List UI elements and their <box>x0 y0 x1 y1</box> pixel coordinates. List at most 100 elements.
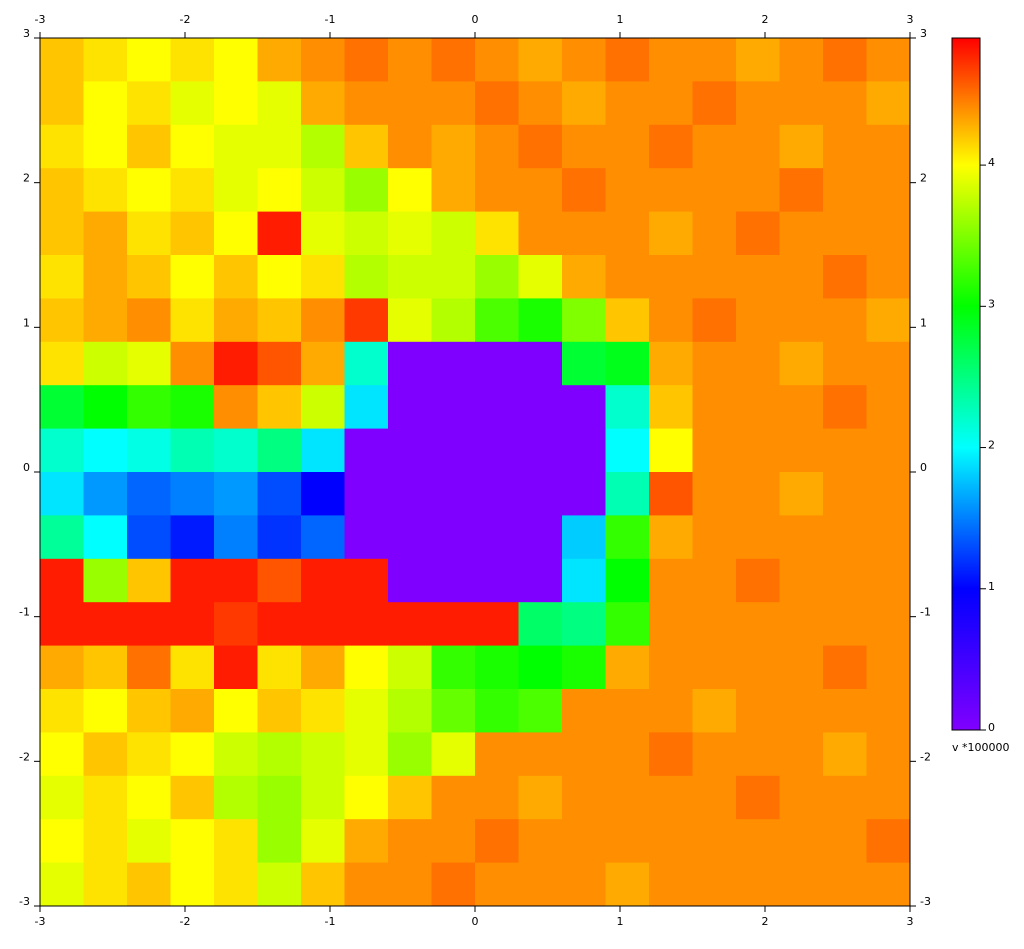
heatmap-cell <box>170 515 215 560</box>
heatmap-cell <box>866 385 911 430</box>
heatmap-cell <box>83 38 128 82</box>
heatmap-cell <box>823 775 867 820</box>
heatmap-cell <box>388 255 432 299</box>
heatmap-cell <box>692 255 737 299</box>
heatmap-cell <box>214 168 258 213</box>
heatmap-cell <box>431 515 476 560</box>
heatmap-cell <box>475 255 519 299</box>
heatmap-cell <box>170 472 215 516</box>
heatmap-cell <box>649 862 693 907</box>
heatmap-cell <box>866 428 911 473</box>
heatmap-cell <box>83 819 128 864</box>
y-tick-label: 0 <box>920 461 927 474</box>
heatmap-cell <box>127 472 171 516</box>
heatmap-cell <box>518 732 563 777</box>
heatmap-cell <box>779 558 824 603</box>
heatmap-cell <box>562 341 606 386</box>
heatmap-cell <box>605 558 650 603</box>
heatmap-cell <box>736 515 780 560</box>
heatmap-cell <box>779 385 824 430</box>
heatmap-cell <box>649 81 693 126</box>
colorbar-label: v *100000 <box>952 741 1010 754</box>
colorbar-tick-label: 2 <box>988 439 995 452</box>
heatmap-cell <box>562 428 606 473</box>
heatmap-cell <box>649 255 693 299</box>
heatmap-cell <box>779 255 824 299</box>
heatmap-cell <box>736 645 780 690</box>
heatmap-cell <box>605 211 650 256</box>
heatmap-cell <box>257 645 302 690</box>
heatmap-cell <box>388 211 432 256</box>
heatmap-cell <box>127 689 171 733</box>
heatmap-cell <box>301 515 345 560</box>
heatmap-cell <box>518 862 563 907</box>
heatmap-cell <box>214 862 258 907</box>
heatmap-cell <box>431 558 476 603</box>
heatmap-cell <box>301 602 345 647</box>
heatmap-cell <box>823 602 867 647</box>
heatmap-cell <box>257 385 302 430</box>
heatmap-cell <box>866 124 911 169</box>
heatmap-cell <box>344 385 389 430</box>
heatmap-cell <box>649 819 693 864</box>
heatmap-cell <box>779 732 824 777</box>
heatmap-cell <box>83 211 128 256</box>
heatmap-cell <box>562 255 606 299</box>
heatmap-cell <box>692 862 737 907</box>
heatmap-cell <box>170 862 215 907</box>
heatmap-cell <box>475 428 519 473</box>
heatmap-cell <box>692 472 737 516</box>
x-tick-label: -2 <box>180 915 191 928</box>
heatmap-cell <box>170 168 215 213</box>
heatmap-cell <box>83 298 128 343</box>
heatmap-cell <box>431 819 476 864</box>
heatmap-cell <box>649 298 693 343</box>
heatmap-cell <box>779 775 824 820</box>
heatmap-cell <box>518 602 563 647</box>
heatmap-cell <box>823 645 867 690</box>
heatmap-cell <box>518 341 563 386</box>
heatmap-cell <box>301 211 345 256</box>
heatmap-cell <box>692 168 737 213</box>
heatmap-cell <box>40 211 84 256</box>
heatmap-cell <box>388 341 432 386</box>
heatmap-cell <box>301 298 345 343</box>
heatmap-cell <box>866 255 911 299</box>
heatmap-cell <box>562 385 606 430</box>
heatmap-cell <box>431 81 476 126</box>
heatmap-cell <box>518 124 563 169</box>
heatmap-cell <box>692 645 737 690</box>
heatmap-cell <box>431 428 476 473</box>
heatmap-cell <box>214 298 258 343</box>
heatmap-cell <box>562 819 606 864</box>
x-tick-label: 3 <box>907 915 914 928</box>
heatmap-cell <box>127 515 171 560</box>
heatmap-cell <box>83 602 128 647</box>
heatmap-cell <box>475 862 519 907</box>
heatmap-cell <box>866 515 911 560</box>
x-tick-label: 1 <box>617 915 624 928</box>
heatmap-cell <box>431 124 476 169</box>
heatmap-cell <box>257 428 302 473</box>
x-tick-label: -2 <box>180 13 191 26</box>
heatmap-cell <box>127 255 171 299</box>
heatmap-cell <box>214 558 258 603</box>
heatmap-cell <box>605 775 650 820</box>
heatmap-cell <box>866 558 911 603</box>
heatmap-cell <box>388 124 432 169</box>
heatmap-cell <box>866 38 911 82</box>
heatmap-cell <box>127 341 171 386</box>
heatmap-cell <box>40 862 84 907</box>
heatmap-cell <box>779 645 824 690</box>
heatmap-cell <box>301 775 345 820</box>
heatmap-cell <box>127 558 171 603</box>
heatmap-cell <box>214 515 258 560</box>
heatmap-cell <box>431 211 476 256</box>
heatmap-cell <box>692 81 737 126</box>
heatmap-cell <box>736 211 780 256</box>
heatmap-cell <box>388 38 432 82</box>
heatmap-cell <box>562 472 606 516</box>
heatmap-cell <box>779 341 824 386</box>
heatmap-cell <box>823 211 867 256</box>
